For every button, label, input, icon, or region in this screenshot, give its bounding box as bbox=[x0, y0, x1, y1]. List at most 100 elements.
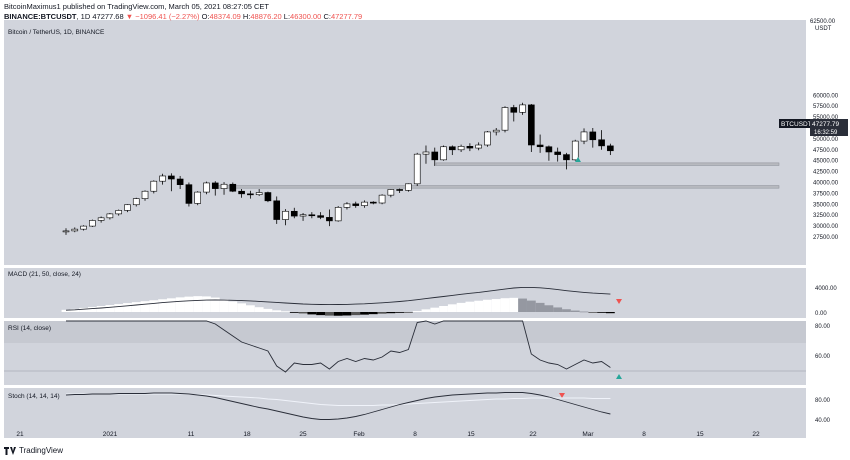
macd-bar bbox=[193, 296, 203, 312]
candle-body bbox=[97, 217, 105, 221]
macd-bar bbox=[597, 312, 606, 313]
macd-bar bbox=[175, 297, 185, 312]
tradingview-logo-icon bbox=[4, 446, 16, 455]
price-pane[interactable] bbox=[4, 20, 806, 265]
candle-body bbox=[317, 215, 324, 218]
stoch-pane-title: Stoch (14, 14, 14) bbox=[8, 393, 60, 400]
macd-bar bbox=[404, 312, 413, 313]
candle-body bbox=[89, 220, 96, 227]
publish-text: BitcoinMaximus1 published on TradingView… bbox=[4, 2, 270, 11]
time-axis-label: 8 bbox=[413, 431, 417, 438]
last-price: 47277.68 bbox=[92, 12, 124, 21]
candle-body bbox=[106, 213, 114, 219]
rsi-line bbox=[66, 320, 611, 373]
candle-body bbox=[545, 146, 553, 153]
candle-body bbox=[431, 151, 439, 161]
candle-body bbox=[124, 204, 131, 211]
macd-bar bbox=[263, 308, 273, 312]
price-axis-label: 32500.00 bbox=[813, 213, 839, 219]
macd-bar bbox=[219, 299, 229, 312]
candle-body bbox=[510, 107, 518, 113]
candle-body bbox=[589, 131, 597, 141]
candle-body bbox=[492, 129, 500, 133]
candle-body bbox=[387, 189, 395, 196]
candle-body bbox=[150, 180, 158, 192]
macd-bar bbox=[140, 301, 150, 312]
macd-bar bbox=[526, 300, 536, 312]
close-label: C: bbox=[323, 12, 331, 21]
macd-bar bbox=[518, 298, 527, 312]
price-axis-label: 37500.00 bbox=[813, 191, 839, 197]
candle-body bbox=[290, 210, 298, 217]
stoch-pane[interactable] bbox=[4, 388, 806, 438]
candle-body bbox=[132, 198, 140, 206]
macd-bar bbox=[131, 302, 141, 312]
candle-body bbox=[528, 104, 535, 146]
macd-bar bbox=[553, 307, 563, 312]
macd-bar bbox=[386, 312, 396, 314]
macd-bar bbox=[483, 299, 492, 312]
macd-bar bbox=[237, 303, 246, 312]
macd-bar bbox=[254, 307, 264, 312]
macd-bar bbox=[342, 312, 352, 316]
macd-pane-title: MACD (21, 50, close, 24) bbox=[8, 271, 81, 278]
candle-body bbox=[80, 225, 87, 230]
macd-bar bbox=[166, 298, 176, 312]
candle-body bbox=[519, 104, 526, 113]
macd-down-arrow-icon bbox=[616, 299, 622, 304]
rsi-overbought-band bbox=[4, 321, 806, 343]
stoch-k-line bbox=[65, 392, 611, 420]
macd-bar bbox=[272, 310, 282, 312]
macd-bar bbox=[562, 309, 571, 312]
candle-body bbox=[466, 146, 474, 149]
macd-bar bbox=[245, 305, 255, 312]
candle-body bbox=[159, 175, 166, 182]
price-axis-label: 30000.00 bbox=[813, 224, 839, 230]
time-axis-label: 11 bbox=[188, 431, 195, 438]
macd-axis-label: 4000.00 bbox=[815, 286, 837, 292]
high-label: H: bbox=[242, 12, 251, 21]
macd-bar bbox=[421, 309, 431, 312]
price-pane-title: Bitcoin / TetherUS, 1D, BINANCE bbox=[8, 29, 105, 36]
candle-body bbox=[273, 200, 281, 220]
symbol-label[interactable]: BINANCE:BTCUSDT bbox=[4, 12, 77, 21]
price-up-arrow-icon bbox=[575, 157, 581, 162]
time-axis-label: 25 bbox=[299, 431, 307, 438]
price-axis-label: 50000.00 bbox=[813, 137, 839, 143]
currency-label: USDT bbox=[815, 26, 832, 32]
candle-body bbox=[141, 190, 149, 199]
macd-bar bbox=[202, 296, 211, 312]
support-zone bbox=[213, 185, 780, 189]
time-axis-label: 18 bbox=[243, 431, 251, 438]
price-tag-value: 47277.79 bbox=[812, 121, 839, 128]
time-axis[interactable]: 21 2021 11 18 25 Feb 8 15 22 Mar 8 15 22 bbox=[16, 431, 760, 438]
macd-bar bbox=[500, 298, 510, 312]
macd-bar bbox=[79, 307, 88, 312]
candle-body bbox=[168, 175, 175, 180]
candle-body bbox=[115, 210, 122, 215]
macd-bar bbox=[360, 312, 369, 315]
candle-body bbox=[554, 151, 561, 155]
time-axis-label: 15 bbox=[696, 431, 704, 438]
macd-bar bbox=[149, 300, 159, 312]
price-axis-label: 62500.00 bbox=[810, 19, 836, 25]
macd-bar bbox=[474, 300, 484, 312]
macd-bar bbox=[281, 311, 290, 313]
macd-bar bbox=[544, 305, 554, 312]
brand-name[interactable]: TradingView bbox=[19, 446, 64, 455]
price-tag-countdown: 16:32:59 bbox=[814, 130, 838, 136]
macd-bar bbox=[307, 312, 317, 315]
macd-bar bbox=[289, 312, 299, 313]
price-axis[interactable]: 60000.0057500.0055000.0052500.0050000.00… bbox=[813, 93, 839, 241]
price-axis-label: 35000.00 bbox=[813, 202, 839, 208]
candle-body bbox=[62, 230, 70, 233]
candle-body bbox=[475, 144, 482, 149]
price-axis-label: 45000.00 bbox=[813, 159, 839, 165]
candle-body bbox=[536, 144, 544, 148]
candle-body bbox=[484, 131, 491, 146]
time-axis-label: Feb bbox=[353, 431, 365, 438]
interval-label[interactable]: 1D bbox=[80, 12, 91, 21]
candle-body bbox=[264, 192, 272, 202]
candle-body bbox=[71, 228, 79, 232]
